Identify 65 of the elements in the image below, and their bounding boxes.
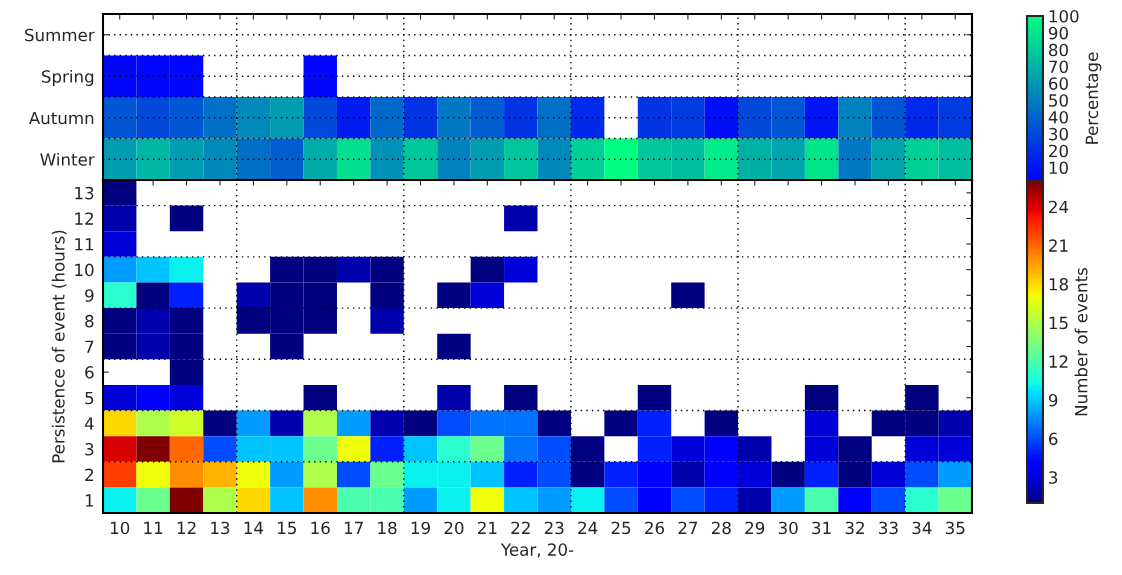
color-bar-label: 100 — [1049, 9, 1079, 23]
y-axis-title: Persistence of event (hours) — [51, 230, 67, 463]
y-tick-label: 2 — [85, 468, 93, 481]
y-tick-label: 1 — [85, 494, 94, 507]
color-bar-label: 60 — [1049, 77, 1068, 90]
x-tick-label: 32 — [845, 521, 864, 535]
color-bar-title: Percentage — [1085, 52, 1102, 144]
y-tick-label: 4 — [84, 417, 94, 430]
x-tick-label: 28 — [711, 521, 731, 535]
color-bar-label: 20 — [1049, 144, 1068, 158]
color-bar-label: 12 — [1049, 355, 1068, 368]
y-tick-label: 7 — [85, 340, 94, 353]
y-tick-label: 5 — [85, 391, 94, 405]
x-tick-label: 23 — [544, 521, 564, 535]
x-tick-label: 14 — [244, 521, 264, 534]
color-bar-label: 40 — [1048, 110, 1068, 124]
x-tick-label: 17 — [344, 521, 363, 534]
x-tick-label: 25 — [611, 521, 631, 535]
color-bar-label: 9 — [1048, 393, 1058, 407]
x-tick-label: 30 — [778, 521, 798, 535]
x-tick-label: 33 — [879, 521, 898, 535]
y-tick-label: 13 — [75, 186, 94, 200]
x-tick-label: 20 — [444, 521, 464, 535]
color-bar-label: 21 — [1049, 239, 1068, 252]
x-tick-label: 15 — [278, 521, 296, 535]
y-tick-label: Summer — [25, 28, 95, 42]
x-tick-label: 11 — [144, 521, 163, 534]
x-tick-label: 35 — [945, 521, 965, 535]
x-tick-label: 10 — [110, 521, 130, 535]
x-tick-label: 18 — [378, 521, 397, 535]
y-tick-label: Winter — [40, 152, 95, 166]
y-tick-label: Autumn — [28, 111, 94, 125]
color-bar-label: 24 — [1049, 200, 1069, 214]
color-bar-label: 18 — [1049, 278, 1068, 291]
color-bar-label: 30 — [1049, 127, 1068, 141]
color-bar-label: 90 — [1048, 26, 1068, 40]
color-bar-label: 70 — [1049, 60, 1068, 74]
x-axis-title: Year, 20- — [500, 543, 574, 558]
y-tick-label: 12 — [75, 212, 93, 225]
y-tick-label: 9 — [85, 289, 94, 302]
x-tick-label: 26 — [645, 521, 665, 535]
y-tick-label: 6 — [85, 366, 94, 379]
color-bar-label: 80 — [1048, 43, 1068, 57]
y-tick-label: Spring — [41, 69, 94, 87]
color-bar-label: 6 — [1049, 432, 1058, 446]
x-tick-label: 29 — [745, 521, 765, 535]
x-tick-label: 22 — [511, 521, 530, 534]
y-tick-label: 10 — [75, 263, 94, 277]
color-bar-title: Number of events — [1074, 267, 1088, 416]
x-tick-label: 31 — [812, 521, 831, 535]
x-tick-label: 34 — [912, 521, 932, 535]
x-tick-label: 21 — [477, 521, 497, 534]
y-tick-label: 8 — [85, 314, 94, 328]
y-tick-label: 3 — [85, 442, 94, 456]
x-tick-label: 24 — [578, 521, 598, 534]
x-tick-label: 16 — [311, 521, 330, 535]
x-tick-label: 19 — [411, 521, 430, 535]
y-tick-label: 11 — [75, 238, 94, 251]
color-bar-label: 15 — [1049, 316, 1068, 330]
color-bar-label: 50 — [1049, 94, 1068, 107]
color-bar-label: 3 — [1049, 471, 1058, 484]
color-bar-label: 10 — [1049, 161, 1068, 175]
x-tick-label: 13 — [211, 521, 230, 535]
x-tick-label: 27 — [678, 521, 698, 534]
x-tick-label: 12 — [177, 521, 196, 534]
